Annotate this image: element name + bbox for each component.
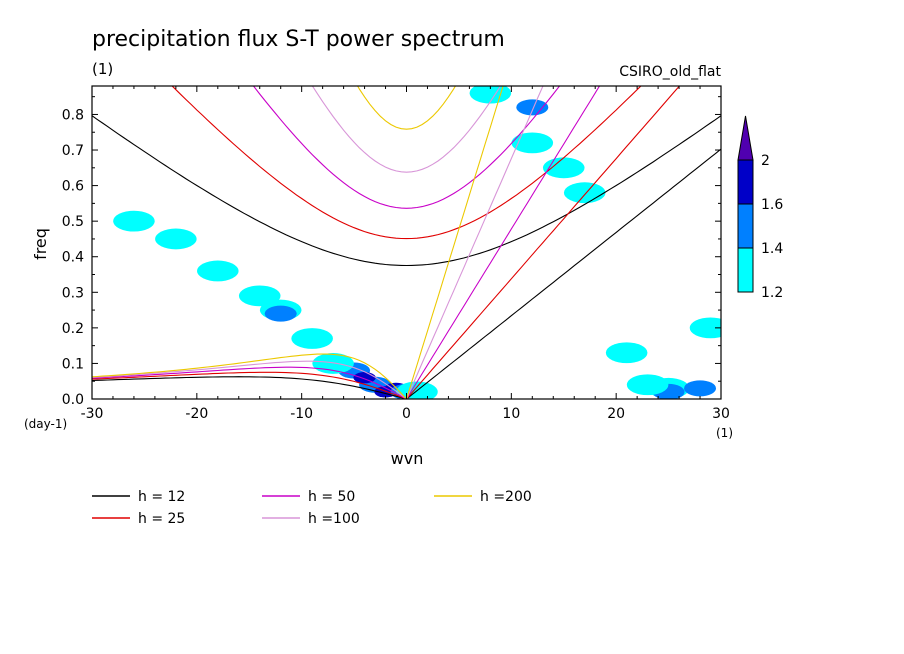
power-contour-blob [626,374,669,396]
dispersion-curve-50 [92,366,407,399]
power-contour-blob [155,228,197,250]
dispersion-curve-25 [92,371,407,399]
x-tick-label: -10 [290,406,313,422]
x-axis-title: wvn [391,449,424,468]
power-contour-blob [542,157,585,179]
dispersion-curve-50 [252,86,561,209]
dispersion-curve-200 [405,86,504,399]
dispersion-curve-200 [92,353,407,399]
legend-label: h = 12 [138,489,185,505]
power-contours [113,86,721,399]
axis-ticks: -30 -20 -10 0 10 20 30 0.0 0.1 0.2 0.3 0.4 0.5 0.6 0.7… [62,86,730,422]
colorbar: 1.2 1.4 1.6 2 [737,115,783,301]
y-unit-label: (day-1) [24,417,67,431]
power-contour-blob [516,99,549,116]
power-contour-blob [511,132,554,154]
legend-label: h =200 [480,489,532,505]
y-tick-label: 0.3 [62,285,84,301]
dispersion-curve-100 [92,360,407,399]
dispersion-curve-12 [92,376,407,399]
legend-label: h =100 [308,511,360,527]
y-tick-label: 0.8 [62,107,84,123]
dispersion-curve-100 [311,86,502,173]
dispersion-curves [92,86,721,399]
y-tick-label: 0.4 [62,250,84,266]
y-tick-label: 0.2 [62,321,84,337]
power-contour-blob [469,86,512,104]
y-tick-label: 0.1 [62,356,84,372]
x-tick-label: 30 [712,406,730,422]
dispersion-curve-25 [171,86,642,240]
x-tick-label: -20 [185,406,208,422]
y-tick-label: 0.5 [62,214,84,230]
power-contour-blob [605,342,648,364]
chart-units-label: (1) [92,60,113,78]
x-tick-label: -30 [81,406,104,422]
x-tick-label: 0 [402,406,411,422]
dispersion-curve-12 [92,115,721,267]
colorbar-extend-arrow [737,115,754,161]
power-contour-blob [264,305,297,322]
colorbar-label: 1.6 [761,197,783,213]
legend-label: h = 25 [138,511,185,527]
power-contour-blob [684,380,717,397]
chart-title: precipitation flux S-T power spectrum [92,27,505,52]
model-name-label: CSIRO_old_flat [619,64,721,80]
y-tick-label: 0.7 [62,143,84,159]
power-contour-blob [291,328,333,349]
x-tick-label: 10 [502,406,520,422]
y-axis-title: freq [31,228,50,260]
x-unit-label: (1) [716,426,733,440]
power-contour-blob [689,317,721,339]
colorbar-segment [737,247,754,293]
legend-label: h = 50 [308,489,355,505]
colorbar-segment [737,159,754,205]
dispersion-curve-50 [406,86,601,399]
power-contour-blob [563,182,606,204]
power-contour-blob [113,210,155,232]
dispersion-curve-100 [405,86,544,399]
x-tick-label: 20 [607,406,625,422]
dispersion-curve-12 [406,148,721,399]
legend: h = 12 h = 25 h = 50 h =100 h =200 [92,489,532,527]
colorbar-segment [737,203,754,249]
power-contour-blob [238,285,281,307]
dispersion-curve-25 [406,86,681,399]
y-tick-label: 0.6 [62,179,84,195]
colorbar-label: 2 [761,153,770,169]
colorbar-label: 1.4 [761,241,783,257]
colorbar-label: 1.2 [761,285,783,301]
power-contour-blob [197,260,239,282]
y-tick-label: 0.0 [62,392,84,408]
dispersion-curve-200 [356,86,457,130]
